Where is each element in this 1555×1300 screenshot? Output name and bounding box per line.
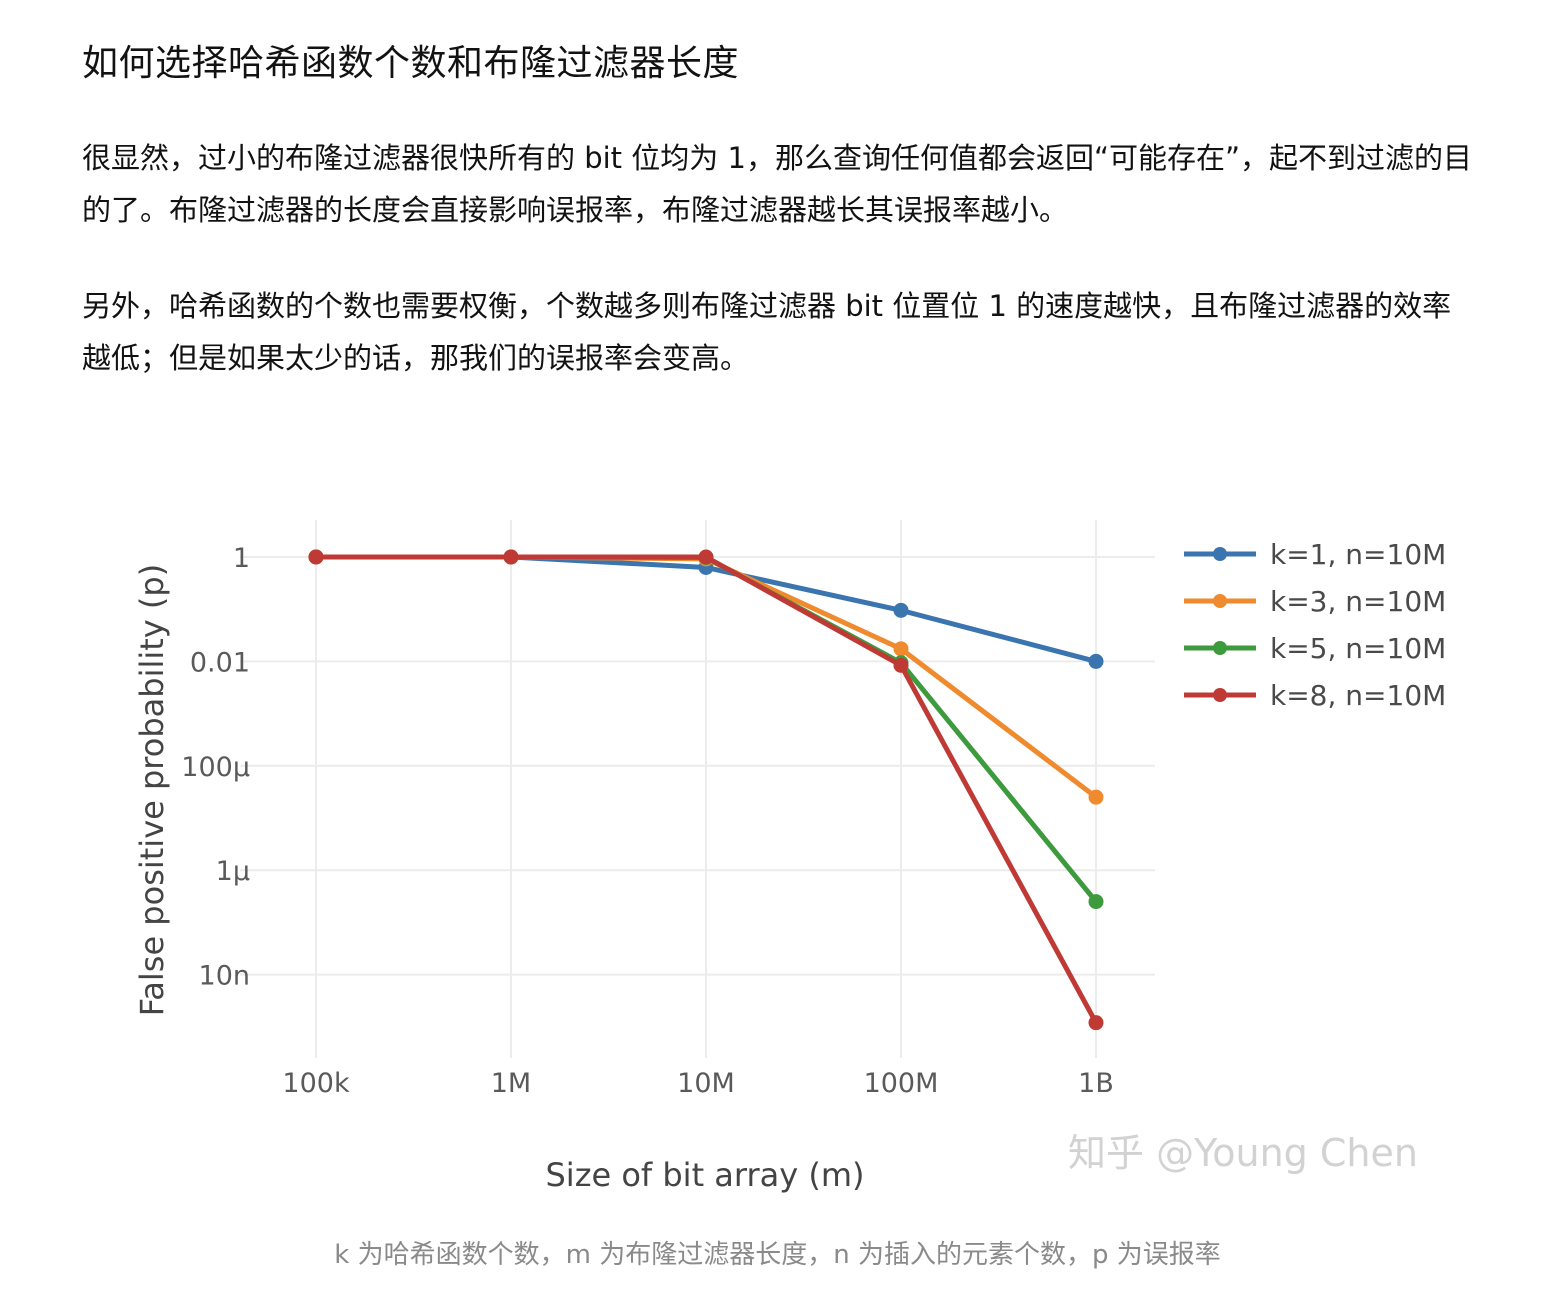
chart-grid bbox=[240, 520, 1155, 1058]
legend-swatch-marker bbox=[1213, 641, 1227, 655]
series-point-2 bbox=[1088, 789, 1104, 805]
series-point-4 bbox=[503, 549, 519, 565]
false-positive-chart: 100k 1M 10M 100M 1B 1 0.01 100μ 1μ 10n k=1, n=10M… bbox=[133, 520, 1446, 1194]
series-point-4 bbox=[1088, 1015, 1104, 1031]
series-point-4 bbox=[698, 549, 714, 565]
x-tick-label: 1M bbox=[491, 1068, 531, 1099]
series-point-1 bbox=[1088, 653, 1104, 669]
legend-swatch-marker bbox=[1213, 547, 1227, 561]
legend-label: k=5, n=10M bbox=[1270, 632, 1446, 665]
y-tick-label: 10n bbox=[199, 961, 250, 992]
paragraph-2: 另外，哈希函数的个数也需要权衡，个数越多则布隆过滤器 bit 位置位 1 的速度… bbox=[82, 289, 1452, 375]
x-tick-label: 100k bbox=[282, 1068, 350, 1099]
y-tick-label: 0.01 bbox=[190, 647, 250, 678]
x-tick-label: 100M bbox=[864, 1068, 939, 1099]
series-point-4 bbox=[308, 549, 324, 565]
legend-label: k=1, n=10M bbox=[1270, 538, 1446, 571]
zhihu-watermark: 知乎 @Young Chen bbox=[1068, 1131, 1418, 1175]
y-axis-title: False positive probability (p) bbox=[133, 564, 171, 1016]
x-tick-label: 10M bbox=[677, 1068, 735, 1099]
legend-label: k=8, n=10M bbox=[1270, 679, 1446, 712]
x-axis-title: Size of bit array (m) bbox=[545, 1156, 864, 1194]
legend-swatch-marker bbox=[1213, 688, 1227, 702]
chart-legend: k=1, n=10M k=3, n=10M k=5, n=10M k=8, n=10M bbox=[1184, 538, 1446, 712]
chart-series bbox=[308, 549, 1104, 1031]
x-tick-label: 1B bbox=[1078, 1068, 1114, 1099]
chart-ticks: 100k 1M 10M 100M 1B 1 0.01 100μ 1μ 10n bbox=[181, 543, 1114, 1099]
page-heading: 如何选择哈希函数个数和布隆过滤器长度 bbox=[82, 43, 740, 84]
y-tick-label: 1μ bbox=[216, 856, 250, 887]
series-point-2 bbox=[893, 641, 909, 657]
legend-swatch-marker bbox=[1213, 594, 1227, 608]
series-point-1 bbox=[893, 602, 909, 618]
y-tick-label: 1 bbox=[233, 543, 250, 574]
y-tick-label: 100μ bbox=[181, 752, 250, 783]
paragraph-1: 很显然，过小的布隆过滤器很快所有的 bit 位均为 1，那么查询任何值都会返回“… bbox=[82, 141, 1472, 227]
series-point-3 bbox=[1088, 894, 1104, 910]
series-point-4 bbox=[893, 657, 909, 673]
legend-label: k=3, n=10M bbox=[1270, 585, 1446, 618]
figure-caption: k 为哈希函数个数，m 为布隆过滤器长度，n 为插入的元素个数，p 为误报率 bbox=[334, 1240, 1221, 1270]
